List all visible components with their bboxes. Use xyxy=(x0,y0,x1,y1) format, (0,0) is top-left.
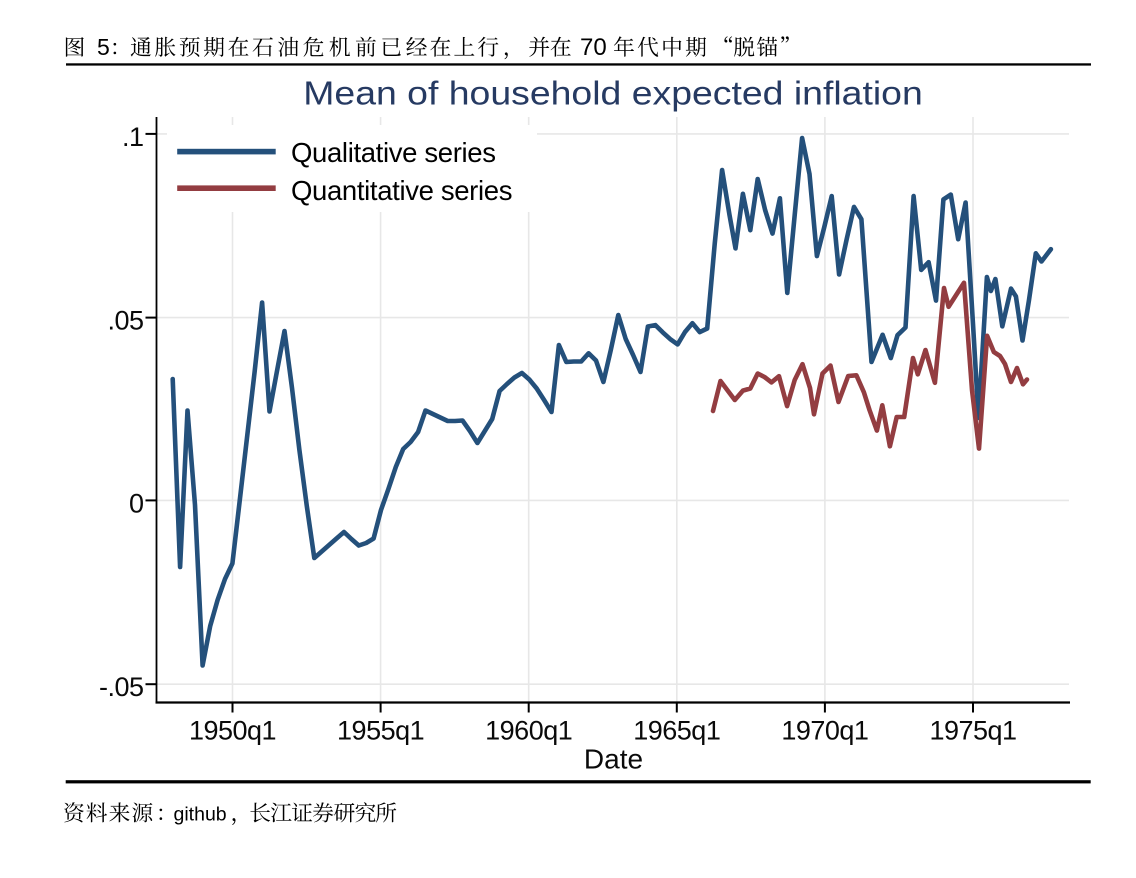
svg-text:1950q1: 1950q1 xyxy=(189,716,276,746)
svg-text:1975q1: 1975q1 xyxy=(929,716,1016,746)
svg-text:1955q1: 1955q1 xyxy=(337,716,424,746)
svg-text:Date: Date xyxy=(584,744,643,775)
svg-text:1965q1: 1965q1 xyxy=(633,716,720,746)
svg-text:Qualitative series: Qualitative series xyxy=(291,137,496,168)
svg-text:.05: .05 xyxy=(107,306,143,336)
svg-text:Quantitative series: Quantitative series xyxy=(291,175,512,206)
svg-text:.1: .1 xyxy=(122,122,144,152)
svg-text:0: 0 xyxy=(129,488,144,518)
svg-text:1970q1: 1970q1 xyxy=(781,716,868,746)
svg-text:github: github xyxy=(174,804,227,826)
svg-text:1960q1: 1960q1 xyxy=(485,716,572,746)
svg-text:Mean of household expected inf: Mean of household expected inflation xyxy=(303,75,922,112)
svg-text:5: 5 xyxy=(97,34,110,60)
svg-text:-.05: -.05 xyxy=(99,672,144,702)
svg-text:70: 70 xyxy=(580,34,607,61)
